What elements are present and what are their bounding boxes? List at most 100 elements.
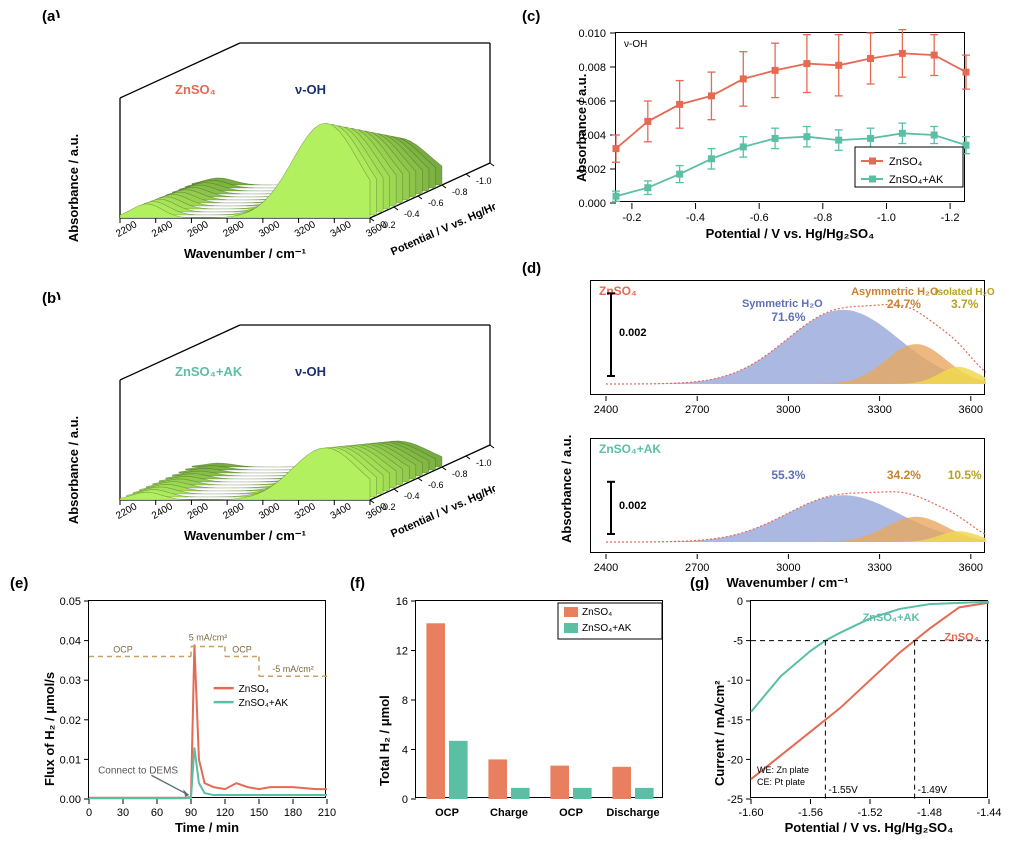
svg-text:2200: 2200 [114,219,139,240]
svg-text:ZnSO₄: ZnSO₄ [944,632,979,644]
svg-text:-0.8: -0.8 [452,187,468,197]
svg-text:16: 16 [396,596,408,608]
svg-text:OCP: OCP [113,644,133,654]
svg-text:3200: 3200 [293,501,318,522]
svg-text:OCP: OCP [559,807,583,819]
svg-text:4: 4 [402,745,408,757]
svg-text:3000: 3000 [776,562,800,574]
svg-text:0.05: 0.05 [60,596,81,608]
svg-text:-5 mA/cm²: -5 mA/cm² [272,664,314,674]
svg-text:-0.2: -0.2 [622,212,641,224]
svg-text:Connect to DEMS: Connect to DEMS [98,765,178,776]
svg-text:ZnSO₄+AK: ZnSO₄+AK [582,623,632,634]
svg-text:-0.4: -0.4 [686,212,705,224]
svg-text:90: 90 [185,807,197,819]
svg-text:OCP: OCP [435,807,459,819]
svg-text:Discharge: Discharge [606,807,659,819]
x-axis-label: Wavenumber / cm⁻¹ [590,575,985,591]
y-axis-label: Absorbance / a.u. [559,435,574,543]
svg-text:Absorbance / a.u.: Absorbance / a.u. [66,416,81,524]
svg-text:34.2%: 34.2% [887,468,921,482]
svg-text:CE: Pt plate: CE: Pt plate [757,777,805,787]
svg-text:-5: -5 [733,636,743,648]
svg-text:-1.0: -1.0 [877,212,896,224]
svg-text:WE: Zn plate: WE: Zn plate [757,765,809,775]
svg-text:ZnSO₄+AK: ZnSO₄+AK [239,698,289,709]
panel-g-lsv-chart: -1.60-1.56-1.52-1.48-1.44-25-20-15-10-50… [700,590,1000,845]
svg-text:2800: 2800 [221,219,246,240]
svg-text:-0.4: -0.4 [404,491,420,501]
svg-text:2400: 2400 [150,501,175,522]
svg-text:3200: 3200 [293,219,318,240]
svg-text:55.3%: 55.3% [771,468,805,482]
y-axis-label: Current / mA/cm² [712,681,727,786]
svg-text:210: 210 [318,807,336,819]
svg-text:120: 120 [216,807,234,819]
svg-text:ZnSO₄: ZnSO₄ [239,684,269,695]
svg-text:-0.2: -0.2 [380,220,396,230]
label-d: (d) [522,260,541,277]
svg-text:24.7%: 24.7% [887,297,921,311]
svg-text:3600: 3600 [959,404,983,416]
svg-text:0.008: 0.008 [578,62,606,74]
svg-text:ZnSO₄: ZnSO₄ [599,284,637,298]
svg-text:Charge: Charge [490,807,528,819]
svg-text:-0.4: -0.4 [404,209,420,219]
svg-text:60: 60 [151,807,163,819]
label-e: (e) [10,575,28,592]
svg-text:-0.8: -0.8 [813,212,832,224]
svg-text:-1.49V: -1.49V [918,785,948,796]
svg-text:10.5%: 10.5% [948,468,982,482]
svg-text:5 mA/cm²: 5 mA/cm² [189,632,228,642]
svg-text:-0.6: -0.6 [428,480,444,490]
svg-text:71.6%: 71.6% [771,310,805,324]
svg-text:Absorbance / a.u.: Absorbance / a.u. [66,134,81,242]
svg-text:0.03: 0.03 [60,675,81,687]
svg-text:0.002: 0.002 [619,500,647,512]
svg-text:0.01: 0.01 [60,754,81,766]
svg-text:2600: 2600 [186,501,211,522]
svg-text:8: 8 [402,695,408,707]
svg-text:ZnSO₄+AK: ZnSO₄+AK [863,612,920,624]
svg-text:30: 30 [117,807,129,819]
panel-a-3d-surface: 22002400260028003000320034003600-0.2-0.4… [55,18,495,278]
y-axis-label: Flux of H₂ / μmol/s [42,672,57,786]
svg-text:3000: 3000 [257,501,282,522]
svg-text:2800: 2800 [221,501,246,522]
panel-f-bar-chart: 0481216OCPChargeOCPDischargeZnSO₄ZnSO₄+A… [365,590,675,845]
svg-text:Wavenumber / cm⁻¹: Wavenumber / cm⁻¹ [184,246,306,261]
svg-text:ν-OH: ν-OH [624,39,647,50]
svg-text:0.002: 0.002 [619,327,647,339]
svg-text:-15: -15 [727,715,743,727]
svg-text:3000: 3000 [776,404,800,416]
svg-text:0: 0 [402,794,408,806]
svg-text:-1.2: -1.2 [941,212,960,224]
panel-c-line-chart: -0.2-0.4-0.6-0.8-1.0-1.20.0000.0020.0040… [560,20,990,250]
svg-text:ν-OH: ν-OH [295,82,326,97]
svg-text:-1.48: -1.48 [917,807,942,819]
svg-text:-1.52: -1.52 [857,807,882,819]
svg-text:-0.6: -0.6 [750,212,769,224]
svg-text:3400: 3400 [329,501,354,522]
svg-text:3600: 3600 [959,562,983,574]
svg-text:3.7%: 3.7% [951,297,979,311]
svg-text:ZnSO₄: ZnSO₄ [175,82,216,97]
svg-text:-1.60: -1.60 [738,807,763,819]
panel-d-spectra: 24002700300033003600ZnSO₄0.002Symmetric … [545,275,995,570]
svg-text:2200: 2200 [114,501,139,522]
svg-text:ZnSO₄+AK: ZnSO₄+AK [599,442,661,456]
svg-text:2400: 2400 [594,404,618,416]
svg-text:-0.8: -0.8 [452,469,468,479]
svg-text:-1.44: -1.44 [976,807,1001,819]
x-axis-label: Potential / V vs. Hg/Hg₂SO₄ [750,820,988,835]
svg-text:ZnSO₄: ZnSO₄ [889,156,923,168]
svg-text:Symmetric H₂O: Symmetric H₂O [742,298,823,310]
svg-text:2700: 2700 [685,562,709,574]
svg-text:ZnSO₄: ZnSO₄ [582,607,612,618]
svg-text:3300: 3300 [867,404,891,416]
svg-text:0.010: 0.010 [578,28,606,40]
panel-b-3d-surface: 22002400260028003000320034003600-0.2-0.4… [55,300,495,560]
svg-text:ν-OH: ν-OH [295,364,326,379]
svg-text:3000: 3000 [257,219,282,240]
svg-text:-20: -20 [727,754,743,766]
